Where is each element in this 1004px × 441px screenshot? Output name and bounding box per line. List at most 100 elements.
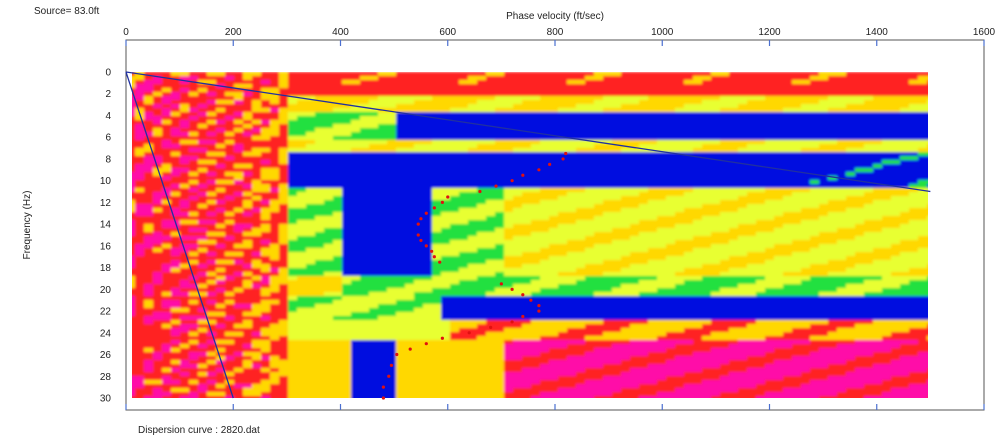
heatmap-cell bbox=[333, 140, 343, 145]
heatmap-cell bbox=[441, 76, 451, 81]
heatmap-cell bbox=[378, 248, 388, 253]
heatmap-cell bbox=[684, 200, 694, 205]
heatmap-cell bbox=[306, 280, 316, 285]
heatmap-cell bbox=[603, 112, 613, 117]
heatmap-cell bbox=[864, 84, 874, 89]
heatmap-cell bbox=[639, 84, 649, 89]
heatmap-cell bbox=[315, 256, 325, 261]
heatmap-cell bbox=[666, 288, 676, 293]
heatmap-cell bbox=[540, 168, 550, 173]
heatmap-cell bbox=[666, 72, 676, 77]
heatmap-cell bbox=[639, 80, 649, 85]
heatmap-cell bbox=[891, 236, 901, 241]
heatmap-cell bbox=[855, 128, 865, 133]
heatmap-cell bbox=[792, 80, 802, 85]
heatmap-cell bbox=[648, 164, 658, 169]
heatmap-cell bbox=[324, 72, 334, 77]
heatmap-cell bbox=[828, 104, 838, 109]
heatmap-cell bbox=[855, 268, 865, 273]
heatmap-cell bbox=[279, 156, 289, 161]
heatmap-cell bbox=[306, 196, 316, 201]
heatmap-cell bbox=[765, 192, 775, 197]
heatmap-cell bbox=[648, 216, 658, 221]
heatmap-cell bbox=[297, 108, 307, 113]
heatmap-cell bbox=[132, 268, 136, 273]
heatmap-cell bbox=[225, 252, 235, 257]
heatmap-cell bbox=[621, 112, 631, 117]
heatmap-cell bbox=[252, 76, 262, 81]
heatmap-cell bbox=[378, 172, 388, 177]
heatmap-cell bbox=[513, 264, 523, 269]
heatmap-cell bbox=[576, 192, 586, 197]
heatmap-cell bbox=[132, 216, 136, 221]
heatmap-cell bbox=[522, 172, 532, 177]
heatmap-cell bbox=[810, 148, 820, 153]
heatmap-cell bbox=[396, 260, 406, 265]
heatmap-cell bbox=[360, 84, 370, 89]
heatmap-cell bbox=[765, 288, 775, 293]
heatmap-cell bbox=[153, 280, 163, 285]
heatmap-cell bbox=[738, 220, 748, 225]
heatmap-cell bbox=[270, 184, 280, 189]
heatmap-cell bbox=[468, 80, 478, 85]
heatmap-cell bbox=[342, 140, 352, 145]
heatmap-cell bbox=[720, 144, 730, 149]
heatmap-cell bbox=[801, 280, 811, 285]
heatmap-cell bbox=[630, 252, 640, 257]
heatmap-cell bbox=[810, 240, 820, 245]
heatmap-cell bbox=[558, 160, 568, 165]
heatmap-cell bbox=[657, 72, 667, 77]
heatmap-cell bbox=[747, 168, 757, 173]
heatmap-cell bbox=[153, 192, 163, 197]
heatmap-cell bbox=[459, 72, 469, 77]
heatmap-cell bbox=[774, 132, 784, 137]
heatmap-cell bbox=[585, 284, 595, 289]
heatmap-cell bbox=[207, 152, 217, 157]
heatmap-cell bbox=[666, 104, 676, 109]
heatmap-cell bbox=[819, 80, 829, 85]
heatmap-cell bbox=[171, 76, 181, 81]
heatmap-cell bbox=[333, 292, 343, 297]
heatmap-cell bbox=[819, 216, 829, 221]
heatmap-cell bbox=[720, 236, 730, 241]
heatmap-cell bbox=[666, 280, 676, 285]
heatmap-cell bbox=[378, 184, 388, 189]
heatmap-cell bbox=[216, 256, 226, 261]
heatmap-cell bbox=[486, 220, 496, 225]
heatmap-cell bbox=[603, 128, 613, 133]
heatmap-cell bbox=[198, 160, 208, 165]
heatmap-cell bbox=[783, 132, 793, 137]
heatmap-cell bbox=[900, 196, 910, 201]
heatmap-cell bbox=[504, 280, 514, 285]
heatmap-cell bbox=[603, 248, 613, 253]
heatmap-cell bbox=[468, 180, 478, 185]
heatmap-cell bbox=[171, 132, 181, 137]
heatmap-cell bbox=[576, 212, 586, 217]
heatmap-cell bbox=[765, 260, 775, 265]
heatmap-cell bbox=[135, 76, 145, 81]
heatmap-cell bbox=[513, 200, 523, 205]
heatmap-cell bbox=[207, 188, 217, 193]
heatmap-cell bbox=[909, 212, 919, 217]
heatmap-cell bbox=[927, 156, 928, 161]
heatmap-cell bbox=[522, 164, 532, 169]
heatmap-cell bbox=[189, 84, 199, 89]
heatmap-cell bbox=[135, 208, 145, 213]
heatmap-cell bbox=[675, 260, 685, 265]
heatmap-cell bbox=[810, 92, 820, 97]
heatmap-cell bbox=[639, 96, 649, 101]
heatmap-cell bbox=[900, 92, 910, 97]
heatmap-cell bbox=[711, 176, 721, 181]
heatmap-cell bbox=[297, 260, 307, 265]
heatmap-cell bbox=[198, 224, 208, 229]
heatmap-cell bbox=[369, 288, 379, 293]
heatmap-cell bbox=[369, 292, 379, 297]
heatmap-cell bbox=[774, 288, 784, 293]
heatmap-cell bbox=[558, 232, 568, 237]
heatmap-cell bbox=[801, 184, 811, 189]
heatmap-cell bbox=[315, 212, 325, 217]
heatmap-cell bbox=[396, 268, 406, 273]
heatmap-cell bbox=[549, 184, 559, 189]
heatmap-cell bbox=[639, 116, 649, 121]
heatmap-cell bbox=[684, 276, 694, 281]
